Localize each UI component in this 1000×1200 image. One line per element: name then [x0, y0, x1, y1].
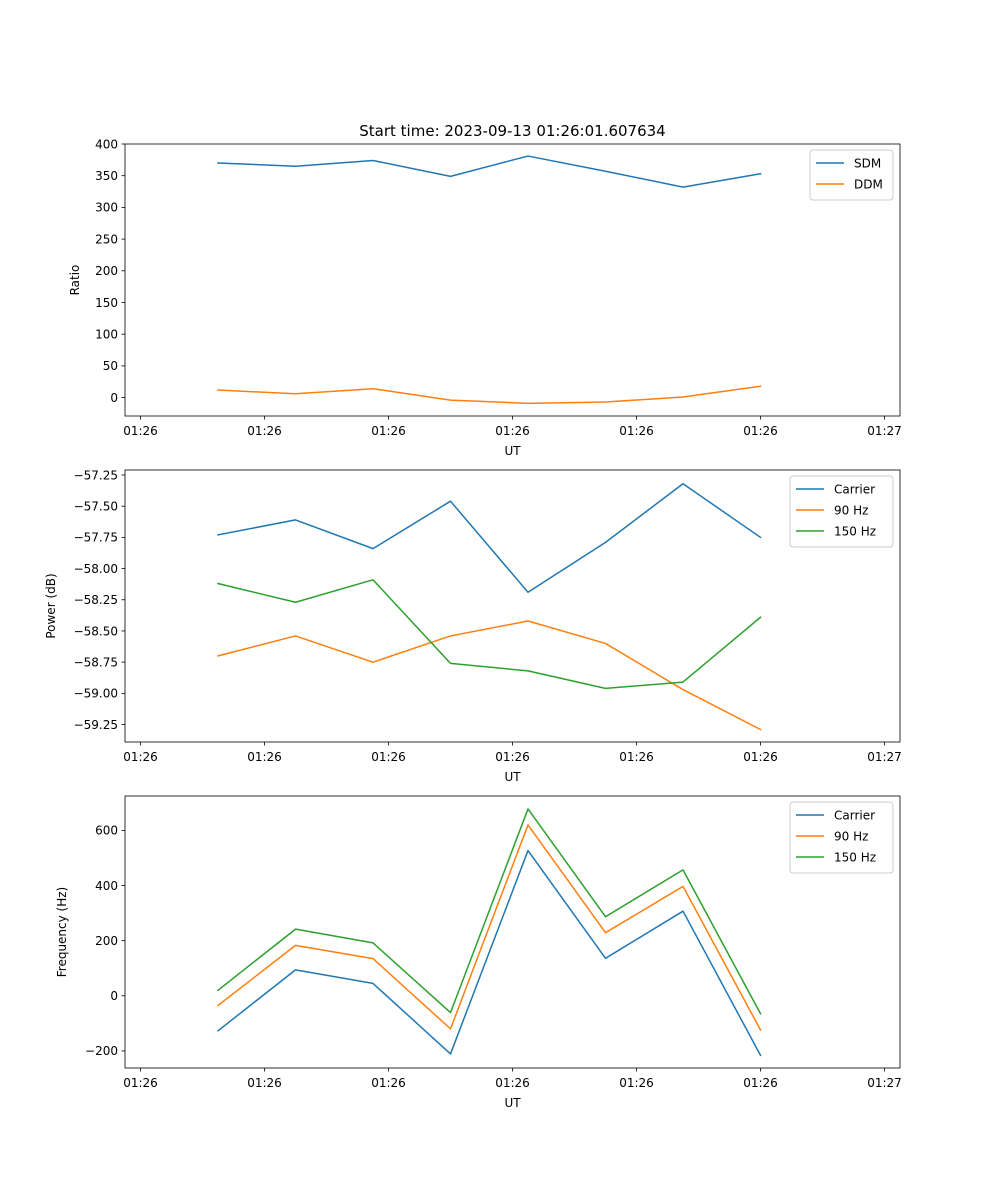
y-tick-label: −57.50 — [74, 499, 118, 513]
series-line-150-hz — [216, 808, 762, 1015]
x-axis-label: UT — [504, 444, 521, 458]
y-tick-label: −200 — [85, 1044, 118, 1058]
x-tick-label: 01:27 — [867, 750, 902, 764]
y-tick-label: −58.75 — [74, 655, 118, 669]
x-axis-label: UT — [504, 770, 521, 784]
x-tick-label: 01:26 — [247, 750, 282, 764]
legend-entry: Carrier — [834, 808, 875, 822]
axes-frame — [124, 795, 901, 1069]
y-tick-label: 0 — [110, 989, 118, 1003]
x-tick-label: 01:26 — [619, 750, 654, 764]
panel-2: 01:26 01:26 01:26 01:26 01:26 01:26 01:27 −57.2… — [44, 468, 902, 784]
axes-frame — [124, 469, 901, 743]
x-tick-label: 01:26 — [743, 1076, 778, 1090]
y-tick-label: 150 — [95, 296, 118, 310]
series-line-150-hz — [217, 579, 762, 690]
x-tick-label: 01:26 — [495, 750, 530, 764]
x-tick-label: 01:26 — [619, 1076, 654, 1090]
y-tick-label: 0 — [110, 391, 118, 405]
x-tick-label: 01:26 — [495, 424, 530, 438]
series-line-carrier — [216, 849, 762, 1057]
y-tick-label: 200 — [95, 934, 118, 948]
series-line-90-hz — [217, 620, 762, 731]
x-tick-label: 01:26 — [247, 1076, 282, 1090]
x-tick-label: 01:26 — [743, 750, 778, 764]
y-tick-label: 400 — [95, 879, 118, 893]
y-tick-label: 400 — [95, 137, 118, 151]
y-tick-label: 200 — [95, 264, 118, 278]
y-tick-label: −57.25 — [74, 468, 118, 482]
panel-1: 01:26 01:26 01:26 01:26 01:26 01:26 01:27 0 50 10… — [68, 137, 902, 458]
legend-entry: 150 Hz — [834, 524, 876, 538]
legend-entry: DDM — [854, 177, 883, 191]
legend-entry: 150 Hz — [834, 850, 876, 864]
y-tick-label: 50 — [103, 359, 118, 373]
x-tick-label: 01:26 — [619, 424, 654, 438]
y-tick-label: 350 — [95, 169, 118, 183]
x-tick-label: 01:26 — [123, 750, 158, 764]
series-line-ddm — [217, 385, 762, 405]
y-tick-label: 100 — [95, 328, 118, 342]
chart-title: Start time: 2023-09-13 01:26:01.607634 — [359, 122, 665, 140]
panels: 01:26 01:26 01:26 01:26 01:26 01:26 01:27 0 50 10… — [44, 137, 902, 1110]
y-axis-label: Ratio — [68, 265, 82, 296]
x-tick-label: 01:26 — [371, 1076, 406, 1090]
y-axis-label: Power (dB) — [44, 573, 58, 638]
legend-entry: SDM — [854, 156, 881, 170]
x-tick-label: 01:27 — [867, 1076, 902, 1090]
y-tick-label: −58.25 — [74, 593, 118, 607]
legend-entry: 90 Hz — [834, 503, 868, 517]
y-tick-label: −58.00 — [74, 562, 118, 576]
legend-box — [789, 475, 894, 548]
y-tick-label: −58.50 — [74, 624, 118, 638]
x-tick-label: 01:26 — [371, 750, 406, 764]
y-tick-label: −59.25 — [74, 718, 118, 732]
legend: Carrier 90 Hz 150 Hz — [789, 475, 894, 548]
x-axis-label: UT — [504, 1096, 521, 1110]
legend: SDM DDM — [809, 149, 894, 201]
y-tick-label: 250 — [95, 232, 118, 246]
y-tick-label: −57.75 — [74, 531, 118, 545]
legend-entry: 90 Hz — [834, 829, 868, 843]
x-tick-label: 01:26 — [371, 424, 406, 438]
series-line-sdm — [217, 155, 762, 188]
legend: Carrier 90 Hz 150 Hz — [789, 801, 894, 874]
series-line-carrier — [217, 482, 762, 594]
x-tick-label: 01:27 — [867, 424, 902, 438]
y-tick-label: −59.00 — [74, 687, 118, 701]
y-axis-label: Frequency (Hz) — [55, 887, 69, 978]
legend-box — [789, 801, 894, 874]
x-tick-label: 01:26 — [123, 1076, 158, 1090]
x-tick-label: 01:26 — [495, 1076, 530, 1090]
panel-3: 01:26 01:26 01:26 01:26 01:26 01:26 01:27 −200 0… — [55, 795, 902, 1110]
series-line-90-hz — [216, 824, 762, 1031]
axes-frame — [124, 143, 901, 417]
x-tick-label: 01:26 — [123, 424, 158, 438]
legend-entry: Carrier — [834, 482, 875, 496]
x-tick-label: 01:26 — [247, 424, 282, 438]
x-tick-label: 01:26 — [743, 424, 778, 438]
y-tick-label: 300 — [95, 201, 118, 215]
y-tick-label: 600 — [95, 824, 118, 838]
